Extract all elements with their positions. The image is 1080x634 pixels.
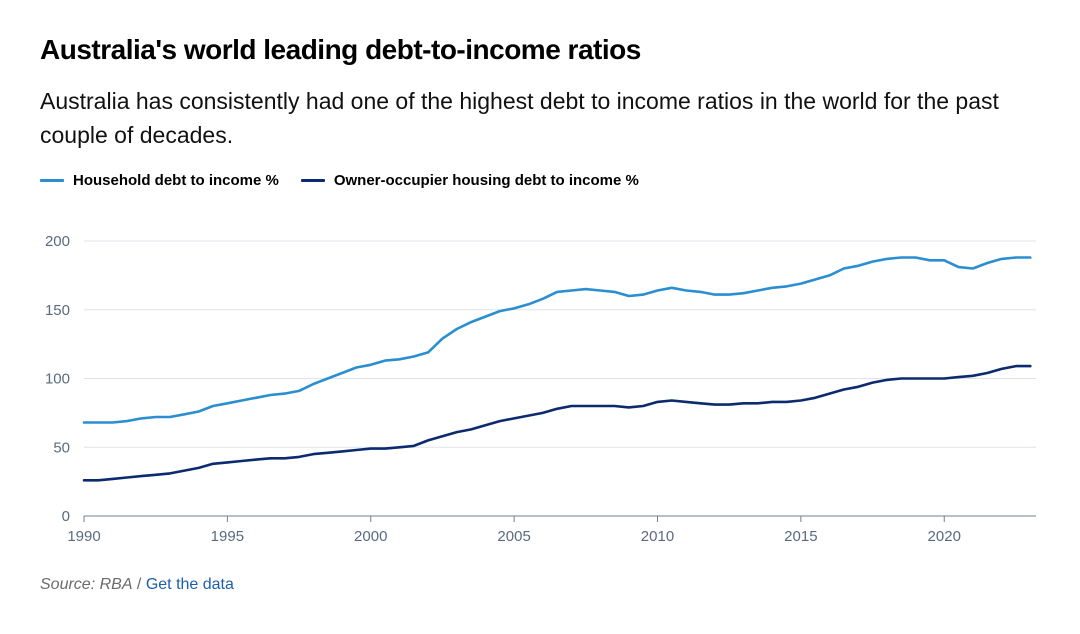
source-label: Source: RBA xyxy=(40,576,133,593)
x-tick-label-1995: 1995 xyxy=(211,528,244,545)
legend-swatch-household xyxy=(40,179,64,182)
y-tick-label-0: 0 xyxy=(62,508,70,525)
chart-title: Australia's world leading debt-to-income… xyxy=(40,34,641,65)
x-tick-label-2015: 2015 xyxy=(784,528,817,545)
line-chart: 0 50 100 150 200 1990 1995 2000 2005 2010 2015 202… xyxy=(45,233,1036,545)
y-tick-label-150: 150 xyxy=(45,302,70,319)
legend-label-owner-occupier: Owner-occupier housing debt to income % xyxy=(333,172,639,189)
y-axis: 0 50 100 150 200 xyxy=(45,233,70,525)
gridlines xyxy=(84,240,1036,517)
source-note: Source: RBA / Get the data xyxy=(40,576,234,594)
legend-swatch-owner-occupier xyxy=(300,179,325,182)
legend-label-household: Household debt to income % xyxy=(73,172,279,189)
series-lines xyxy=(82,256,1032,482)
series-line-0 xyxy=(82,256,1032,424)
x-tick-label-2005: 2005 xyxy=(497,528,530,545)
x-tick-label-2000: 2000 xyxy=(354,528,387,545)
legend-item-owner-occupier: Owner-occupier housing debt to income % xyxy=(300,172,639,189)
x-tick-label-1990: 1990 xyxy=(67,528,100,545)
legend-item-household: Household debt to income % xyxy=(40,172,279,189)
x-tick-label-2020: 2020 xyxy=(928,528,961,545)
y-tick-label-100: 100 xyxy=(45,371,70,388)
source-separator: / xyxy=(132,576,146,593)
x-tick-label-2010: 2010 xyxy=(641,528,674,545)
chart-subtitle: Australia has consistently had one of th… xyxy=(40,88,999,148)
legend: Household debt to income % Owner-occupie… xyxy=(40,172,661,189)
get-the-data-link[interactable]: Get the data xyxy=(145,576,234,593)
series-line-1 xyxy=(82,364,1032,482)
y-tick-label-200: 200 xyxy=(45,233,70,250)
x-axis: 1990 1995 2000 2005 2010 2015 2020 xyxy=(67,516,961,545)
y-tick-label-50: 50 xyxy=(53,439,70,456)
